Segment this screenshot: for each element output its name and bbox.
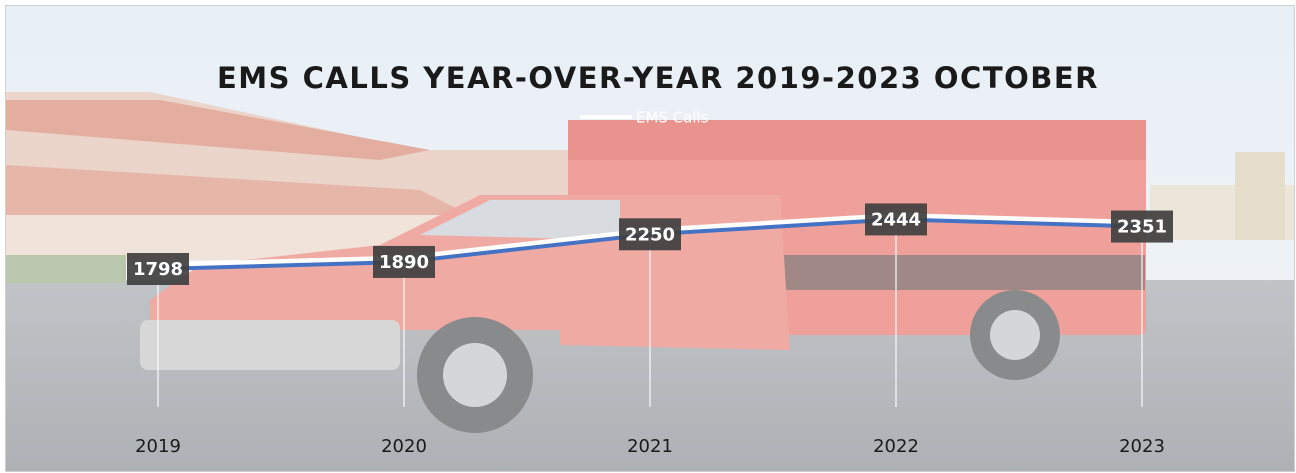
data-label: 2250 xyxy=(625,224,675,245)
data-label: 1798 xyxy=(133,259,183,280)
data-label-box xyxy=(1111,210,1173,243)
data-label: 2444 xyxy=(871,209,921,230)
data-label: 1890 xyxy=(379,252,429,273)
x-tick-label: 2019 xyxy=(135,436,181,457)
data-label: 2351 xyxy=(1117,217,1167,238)
x-tick-label: 2022 xyxy=(873,436,919,457)
x-tick-label: 2021 xyxy=(627,436,673,457)
chart-title: EMS CALLS YEAR-OVER-YEAR 2019-2023 OCTOB… xyxy=(217,61,1099,95)
data-label-box xyxy=(373,245,435,278)
legend-label: EMS Calls xyxy=(636,109,709,127)
data-label-box xyxy=(127,253,189,286)
x-tick-label: 2023 xyxy=(1119,436,1165,457)
data-label-box xyxy=(619,218,681,251)
data-label-box xyxy=(865,203,927,236)
x-tick-label: 2020 xyxy=(381,436,427,457)
